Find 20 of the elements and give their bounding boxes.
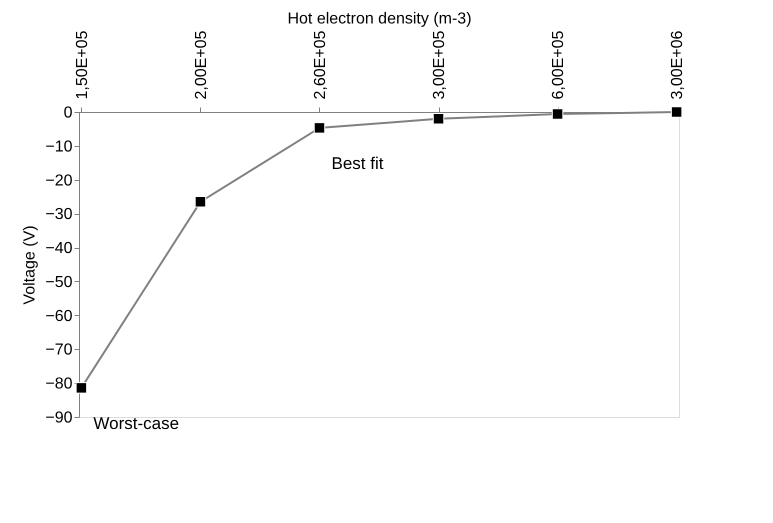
y-tick-label: −10 [45, 138, 73, 156]
y-axis-title: Voltage (V) [21, 225, 38, 305]
y-tick-label: −40 [45, 240, 73, 258]
x-tick-label: 3,00E+06 [669, 30, 686, 100]
x-axis-title: Hot electron density (m-3) [287, 10, 472, 28]
x-tick-label: 2,00E+05 [192, 30, 210, 100]
y-tick-label: −30 [45, 206, 73, 224]
annotation: Worst-case [93, 414, 180, 433]
x-tick-label: 2,60E+05 [312, 30, 329, 100]
y-tick-label: −60 [45, 308, 73, 325]
x-tick-label: 1,50E+05 [74, 30, 91, 100]
y-tick-label: −70 [45, 342, 73, 359]
annotation: Best fit [331, 154, 384, 173]
y-tick-label: −20 [45, 172, 73, 190]
x-tick-label: 3,00E+05 [431, 30, 448, 100]
x-tick-label: 6,00E+05 [550, 30, 568, 100]
y-tick-label: −80 [45, 376, 73, 393]
y-tick-label: 0 [64, 104, 73, 122]
y-tick-label: −90 [45, 410, 73, 426]
y-tick-label: −50 [45, 274, 73, 291]
